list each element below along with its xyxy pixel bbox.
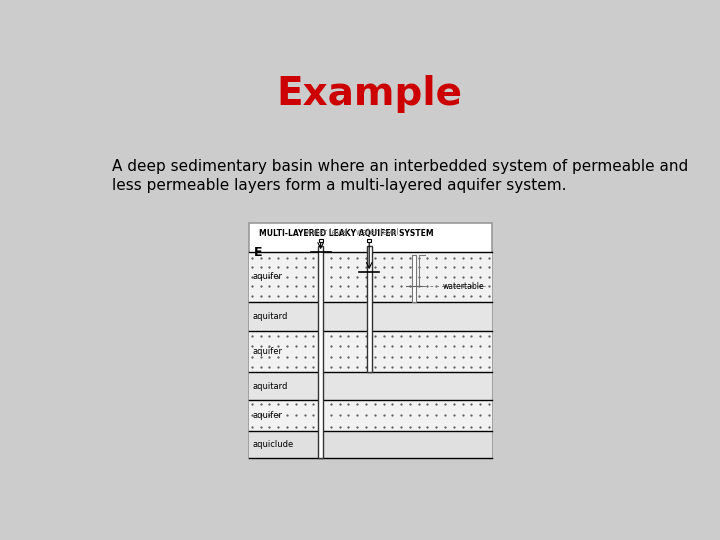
Bar [318,246,323,458]
Bar [366,246,372,372]
Bar [249,372,492,400]
Text: aquitard: aquitard [253,382,288,390]
Text: Example: Example [276,75,462,113]
Text: aquifer: aquifer [253,272,283,281]
Bar [413,254,416,301]
Text: watertable: watertable [443,282,485,291]
Bar [319,239,323,242]
Bar [249,301,492,331]
Text: A deep sedimentary basin where an interbedded system of permeable and: A deep sedimentary basin where an interb… [112,159,688,174]
Text: less permeable layers form a multi-layered aquifer system.: less permeable layers form a multi-layer… [112,178,567,193]
Bar [249,331,492,372]
Text: water level: water level [356,228,399,237]
Bar [249,252,492,301]
Bar [249,223,492,458]
Text: MULTI-LAYERED LEAKY AQUIFER SYSTEM: MULTI-LAYERED LEAKY AQUIFER SYSTEM [258,228,433,238]
Text: aquifer: aquifer [253,347,283,356]
Text: aquitard: aquitard [253,312,288,321]
Bar [367,239,371,242]
Bar [249,400,492,431]
Text: aquiclude: aquiclude [253,440,294,449]
Text: aquifer: aquifer [253,411,283,420]
Bar [249,431,492,458]
Text: E: E [254,246,262,259]
Text: water level: water level [305,228,348,237]
